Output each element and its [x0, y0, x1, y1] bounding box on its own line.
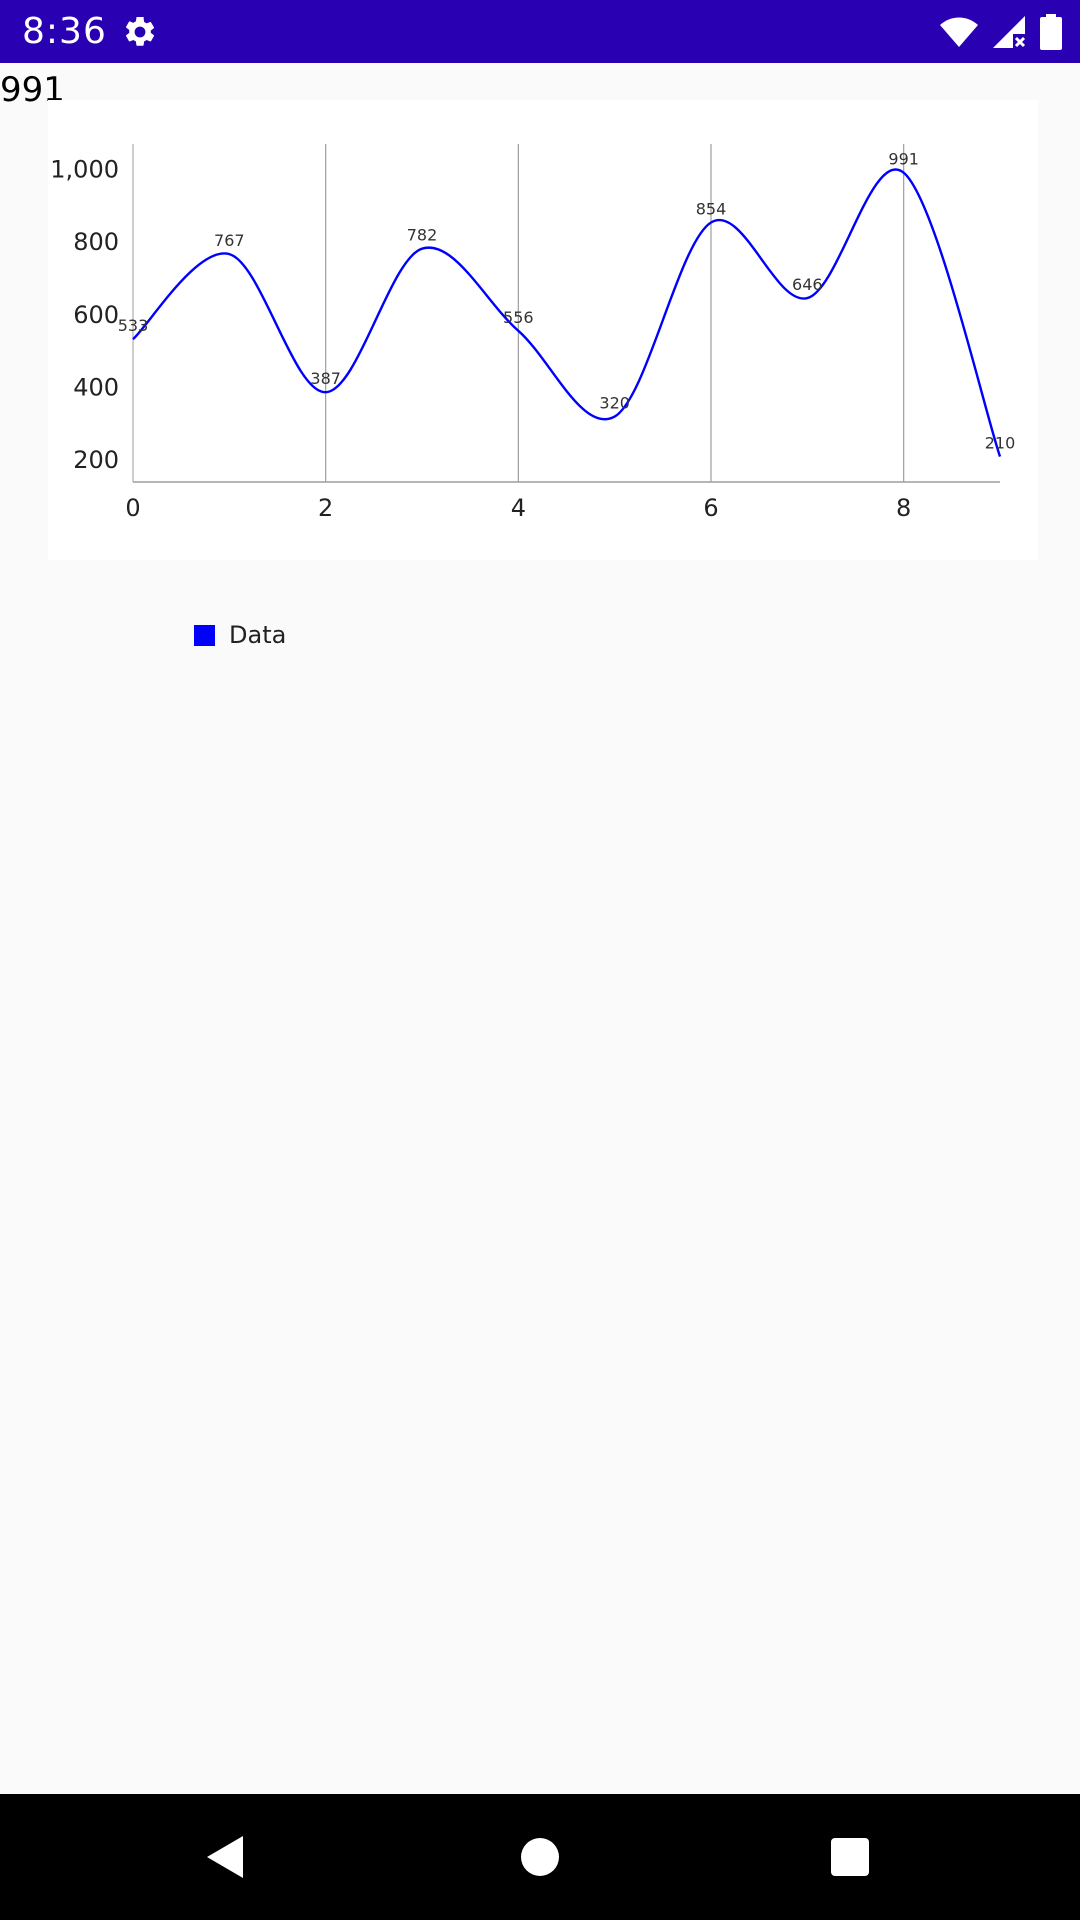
status-time: 8:36 — [22, 11, 107, 52]
series-line-data — [132, 168, 1002, 457]
data-label: 210 — [985, 434, 1016, 453]
chart-card[interactable]: 200 400 600 800 1,000 0 2 4 6 8 533 767 387 782 556 320… — [48, 100, 1038, 649]
navigation-bar — [0, 1794, 1080, 1920]
x-tick-label: 4 — [511, 494, 526, 522]
line-chart[interactable]: 200 400 600 800 1,000 0 2 4 6 8 533 767 387 782 556 320… — [48, 100, 1038, 560]
status-bar: 8:36 — [0, 0, 1080, 63]
chart-legend: Data — [194, 620, 286, 650]
legend-swatch — [194, 624, 215, 646]
data-label: 556 — [503, 308, 534, 327]
data-label: 387 — [310, 369, 341, 388]
y-tick-label: 600 — [73, 301, 119, 329]
data-label: 767 — [214, 231, 245, 250]
data-label: 533 — [118, 316, 149, 335]
cell-signal-no-data-icon — [993, 16, 1026, 48]
data-label: 854 — [696, 200, 727, 219]
gear-icon — [125, 16, 155, 46]
x-tick-label: 8 — [896, 494, 911, 522]
legend-label: Data — [229, 621, 287, 649]
y-tick-label: 400 — [73, 374, 119, 402]
x-tick-label: 0 — [125, 494, 140, 522]
recents-button[interactable] — [790, 1794, 910, 1920]
x-tick-label: 6 — [703, 494, 718, 522]
battery-icon — [1040, 14, 1062, 50]
y-tick-label: 1,000 — [50, 155, 119, 183]
y-tick-label: 200 — [73, 446, 119, 474]
data-label: 782 — [407, 226, 438, 245]
home-button[interactable] — [480, 1794, 600, 1920]
wifi-icon — [940, 17, 978, 47]
data-label: 646 — [792, 275, 823, 294]
y-tick-label: 800 — [73, 228, 119, 256]
back-button[interactable] — [165, 1794, 285, 1920]
status-icons — [940, 12, 1062, 52]
home-icon — [521, 1838, 559, 1876]
data-label: 991 — [888, 150, 919, 169]
recents-icon — [831, 1838, 869, 1876]
x-tick-label: 2 — [318, 494, 333, 522]
back-icon — [207, 1836, 243, 1878]
data-label: 320 — [599, 394, 630, 413]
